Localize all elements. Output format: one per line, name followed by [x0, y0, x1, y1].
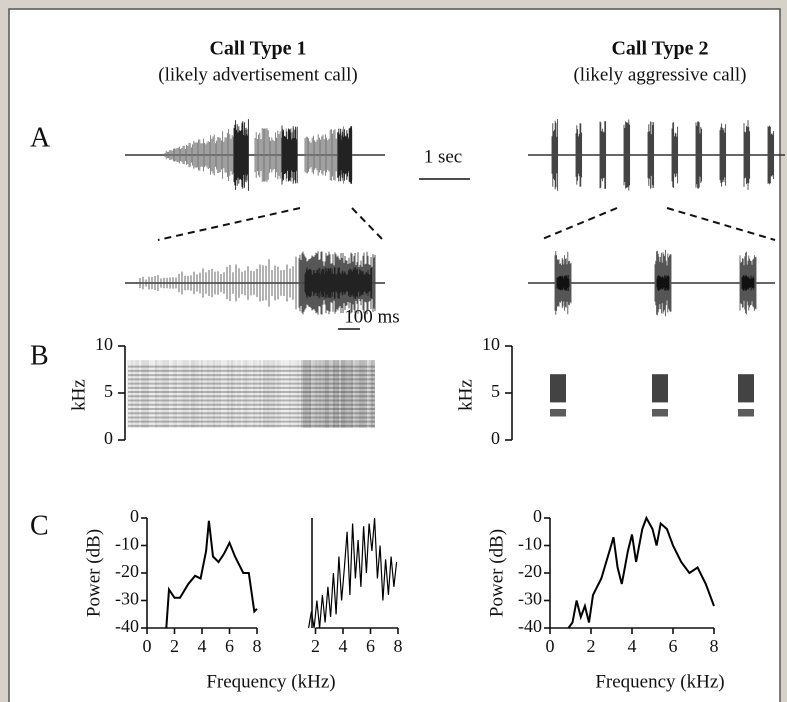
waveform — [741, 275, 755, 291]
waveform — [743, 120, 751, 190]
x-tick-label: 2 — [311, 636, 320, 656]
zoom-line — [539, 207, 618, 241]
waveform — [647, 121, 655, 189]
x-tick-label: 8 — [394, 636, 403, 656]
y-tick-label: -40 — [115, 616, 139, 636]
panel-label: B — [30, 340, 49, 371]
y-tick-label: -20 — [518, 561, 542, 581]
x-tick-label: 0 — [143, 636, 152, 656]
waveform — [304, 267, 372, 299]
column-subtitle: (likely aggressive call) — [573, 64, 746, 85]
x-tick-label: 8 — [253, 636, 262, 656]
y-tick-label: -20 — [115, 561, 139, 581]
waveform — [719, 123, 727, 187]
spectrogram-blob — [550, 408, 566, 417]
waveform — [281, 125, 298, 185]
spectrogram-blob — [550, 374, 566, 403]
spectrogram-blob — [738, 408, 754, 417]
y-tick-label: 5 — [104, 381, 113, 401]
x-tick-label: 4 — [198, 636, 207, 656]
x-tick-label: 8 — [710, 636, 719, 656]
y-tick-label: 10 — [95, 334, 113, 354]
x-tick-label: 2 — [587, 636, 596, 656]
column-title: Call Type 2 — [611, 38, 708, 60]
panel-label: C — [30, 510, 49, 541]
x-tick-label: 6 — [669, 636, 678, 656]
spectrogram-blob — [652, 374, 668, 403]
y-tick-label: -40 — [518, 616, 542, 636]
y-tick-label: 0 — [130, 506, 139, 526]
y-tick-label: 0 — [491, 428, 500, 448]
y-tick-label: -30 — [115, 589, 139, 609]
waveform — [556, 275, 570, 291]
scale-label: 100 ms — [344, 306, 399, 327]
waveform — [551, 119, 559, 191]
column-subtitle: (likely advertisement call) — [158, 64, 357, 85]
x-tick-label: 6 — [366, 636, 375, 656]
panel-label: A — [30, 122, 51, 153]
column-title: Call Type 1 — [209, 38, 306, 60]
spectrum-line — [165, 520, 258, 629]
x-tick-label: 6 — [225, 636, 234, 656]
waveform — [695, 121, 703, 189]
x-tick-label: 2 — [170, 636, 179, 656]
y-tick-label: 10 — [482, 334, 500, 354]
y-axis-label: kHz — [455, 379, 476, 411]
x-axis-label: Frequency (kHz) — [595, 671, 724, 692]
y-tick-label: -10 — [518, 534, 542, 554]
scale-label: 1 sec — [424, 146, 463, 167]
waveform — [337, 126, 353, 184]
waveform — [599, 121, 607, 189]
zoom-line — [351, 207, 384, 241]
spectrum-line — [567, 515, 715, 629]
y-axis-label: Power (dB) — [486, 529, 507, 617]
y-tick-label: 0 — [104, 428, 113, 448]
x-tick-label: 4 — [339, 636, 348, 656]
x-axis-label: Frequency (kHz) — [206, 671, 335, 692]
waveform — [575, 123, 583, 187]
spectrogram-blob — [652, 408, 668, 417]
spectrogram-blob — [738, 374, 754, 403]
y-tick-label: -30 — [518, 589, 542, 609]
y-axis-label: Power (dB) — [83, 529, 104, 617]
waveform — [671, 122, 679, 188]
waveform — [656, 275, 670, 291]
zoom-line — [157, 207, 301, 241]
waveform — [623, 119, 631, 191]
waveforms — [125, 119, 785, 428]
spectrum-line — [308, 517, 398, 629]
y-axis-label: kHz — [68, 379, 89, 411]
waveform — [767, 125, 775, 185]
waveform — [233, 119, 249, 191]
x-tick-label: 4 — [628, 636, 637, 656]
y-tick-label: 0 — [533, 506, 542, 526]
y-tick-label: -10 — [115, 534, 139, 554]
y-tick-label: 5 — [491, 381, 500, 401]
waveform — [139, 256, 300, 310]
zoom-line — [666, 207, 776, 241]
x-tick-label: 0 — [546, 636, 555, 656]
